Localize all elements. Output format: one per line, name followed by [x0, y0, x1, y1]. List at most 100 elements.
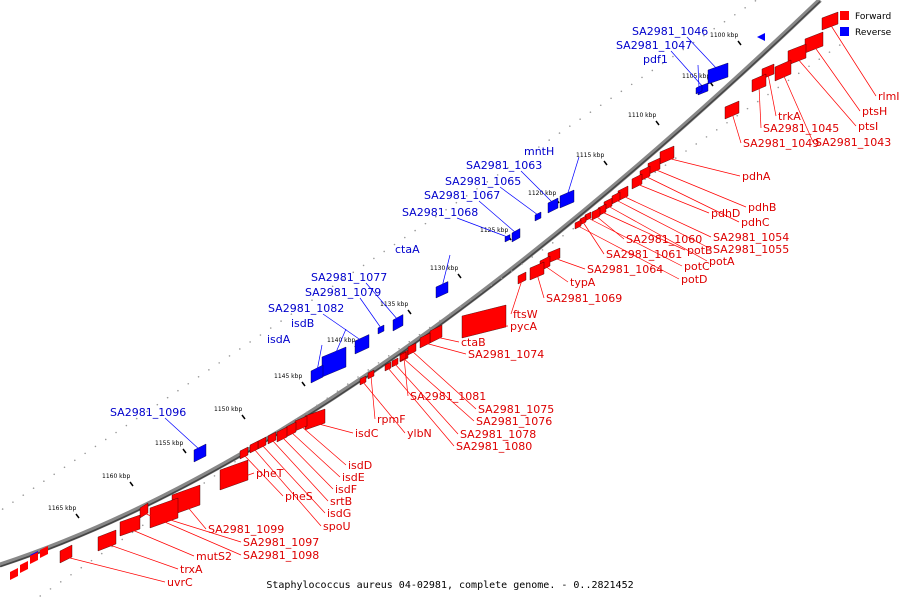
- forward-gene-label[interactable]: SA2981_1049: [743, 137, 819, 150]
- forward-gene-label[interactable]: ptsH: [862, 105, 887, 118]
- forward-gene-arrow[interactable]: [267, 431, 277, 445]
- forward-gene-label[interactable]: SA2981_1075: [478, 403, 554, 416]
- forward-gene-arrow[interactable]: [367, 369, 375, 380]
- forward-gene-arrow[interactable]: [10, 568, 18, 580]
- forward-gene-label[interactable]: srtB: [330, 495, 352, 508]
- forward-gene-arrow[interactable]: [804, 31, 824, 54]
- forward-gene-label[interactable]: SA2981_1074: [468, 348, 544, 361]
- reverse-gene-label[interactable]: SA2981_1096: [110, 406, 186, 419]
- reverse-gene-label[interactable]: SA2981_1082: [268, 302, 344, 315]
- forward-gene-arrow[interactable]: [724, 100, 740, 120]
- forward-gene-arrow[interactable]: [249, 440, 259, 454]
- forward-gene-arrow[interactable]: [611, 191, 621, 205]
- reverse-gene-label[interactable]: SA2981_1046: [632, 25, 708, 38]
- reverse-gene-label[interactable]: SA2981_1077: [311, 271, 387, 284]
- forward-gene-arrow[interactable]: [359, 375, 367, 386]
- forward-gene-arrow[interactable]: [787, 43, 807, 66]
- forward-gene-arrow[interactable]: [517, 271, 527, 285]
- reverse-gene-label[interactable]: SA2981_1047: [616, 39, 692, 52]
- forward-gene-label[interactable]: ylbN: [407, 427, 432, 440]
- forward-gene-label[interactable]: trkA: [778, 110, 801, 123]
- forward-gene-label[interactable]: SA2981_1045: [763, 122, 839, 135]
- forward-gene-arrow[interactable]: [391, 357, 399, 368]
- forward-gene-label[interactable]: SA2981_1078: [460, 428, 536, 441]
- forward-gene-arrow[interactable]: [529, 261, 545, 281]
- reverse-gene-arrow[interactable]: [695, 84, 703, 95]
- forward-gene-label[interactable]: mutS2: [196, 550, 232, 563]
- reverse-gene-arrow[interactable]: [321, 346, 347, 378]
- reverse-gene-arrow[interactable]: [547, 197, 559, 214]
- forward-gene-label[interactable]: uvrC: [167, 576, 193, 589]
- forward-gene-label[interactable]: SA2981_1097: [243, 536, 319, 549]
- forward-gene-arrow[interactable]: [419, 332, 431, 349]
- reverse-gene-arrow[interactable]: [559, 189, 575, 209]
- forward-gene-arrow[interactable]: [821, 11, 839, 31]
- forward-gene-label[interactable]: rpmF: [377, 413, 406, 426]
- reverse-gene-arrow[interactable]: [377, 324, 385, 335]
- reverse-gene-label[interactable]: ctaA: [395, 243, 420, 256]
- forward-gene-arrow[interactable]: [659, 145, 675, 165]
- forward-gene-arrow[interactable]: [30, 552, 38, 564]
- forward-gene-label[interactable]: pdhA: [742, 170, 771, 183]
- reverse-gene-label[interactable]: isdB: [291, 317, 314, 330]
- forward-gene-arrow[interactable]: [461, 304, 507, 339]
- reverse-gene-arrow[interactable]: [354, 334, 370, 355]
- forward-gene-label[interactable]: SA2981_1061: [606, 248, 682, 261]
- forward-gene-label[interactable]: SA2981_1076: [476, 415, 552, 428]
- forward-gene-label[interactable]: SA2981_1099: [208, 523, 284, 536]
- reverse-gene-arrow[interactable]: [193, 443, 207, 463]
- forward-gene-arrow[interactable]: [751, 73, 767, 93]
- forward-gene-arrow[interactable]: [631, 173, 643, 190]
- forward-gene-label[interactable]: SA2981_1060: [626, 233, 702, 246]
- reverse-gene-label[interactable]: SA2981_1063: [466, 159, 542, 172]
- forward-gene-label[interactable]: isdC: [355, 427, 379, 440]
- reverse-gene-arrow[interactable]: [511, 228, 521, 243]
- reverse-gene-label[interactable]: SA2981_1067: [424, 189, 500, 202]
- forward-gene-label[interactable]: SA2981_1069: [546, 292, 622, 305]
- forward-gene-arrow[interactable]: [20, 561, 28, 573]
- forward-gene-arrow[interactable]: [257, 436, 267, 450]
- forward-gene-label[interactable]: potB: [687, 244, 713, 257]
- forward-gene-label[interactable]: SA2981_1064: [587, 263, 663, 276]
- forward-gene-arrow[interactable]: [40, 546, 48, 558]
- forward-gene-label[interactable]: trxA: [180, 563, 203, 576]
- forward-gene-arrow[interactable]: [399, 351, 407, 362]
- forward-gene-arrow[interactable]: [219, 459, 249, 491]
- forward-gene-label[interactable]: potA: [709, 255, 735, 268]
- forward-gene-label[interactable]: potC: [684, 260, 710, 273]
- reverse-gene-label[interactable]: mntH: [524, 145, 554, 158]
- reverse-gene-label[interactable]: SA2981_1079: [305, 286, 381, 299]
- reverse-gene-arrow[interactable]: [504, 234, 511, 243]
- forward-gene-label[interactable]: isdF: [335, 483, 357, 496]
- forward-gene-arrow[interactable]: [97, 529, 117, 552]
- forward-gene-label[interactable]: SA2981_1054: [713, 231, 789, 244]
- forward-gene-arrow[interactable]: [239, 446, 249, 460]
- reverse-gene-label[interactable]: SA2981_1068: [402, 206, 478, 219]
- forward-gene-arrow[interactable]: [384, 361, 392, 372]
- forward-gene-label[interactable]: pheS: [285, 490, 313, 503]
- forward-gene-label[interactable]: SA2981_1043: [815, 136, 891, 149]
- forward-gene-label[interactable]: isdG: [327, 507, 351, 520]
- forward-gene-arrow[interactable]: [574, 219, 582, 230]
- reverse-gene-label[interactable]: SA2981_1065: [445, 175, 521, 188]
- forward-gene-arrow[interactable]: [407, 342, 417, 356]
- forward-gene-label[interactable]: typA: [570, 276, 596, 289]
- reverse-gene-arrow[interactable]: [435, 281, 449, 299]
- forward-gene-label[interactable]: spoU: [323, 520, 351, 533]
- reverse-gene-arrow[interactable]: [757, 33, 765, 41]
- forward-gene-arrow[interactable]: [139, 502, 149, 519]
- forward-gene-label[interactable]: pheT: [256, 467, 284, 480]
- reverse-gene-label[interactable]: pdf1: [643, 53, 668, 66]
- forward-gene-label[interactable]: SA2981_1081: [410, 390, 486, 403]
- forward-gene-arrow[interactable]: [774, 59, 792, 82]
- forward-gene-arrow[interactable]: [276, 426, 288, 443]
- forward-gene-label[interactable]: pycA: [510, 320, 538, 333]
- reverse-gene-arrow[interactable]: [707, 62, 729, 85]
- forward-gene-label[interactable]: pdhD: [711, 207, 740, 220]
- forward-gene-label[interactable]: potD: [681, 273, 708, 286]
- forward-gene-arrow[interactable]: [591, 207, 601, 221]
- reverse-gene-arrow[interactable]: [392, 314, 404, 332]
- forward-gene-label[interactable]: isdE: [342, 471, 365, 484]
- forward-gene-label[interactable]: ctaB: [461, 336, 486, 349]
- forward-gene-label[interactable]: pdhB: [748, 201, 776, 214]
